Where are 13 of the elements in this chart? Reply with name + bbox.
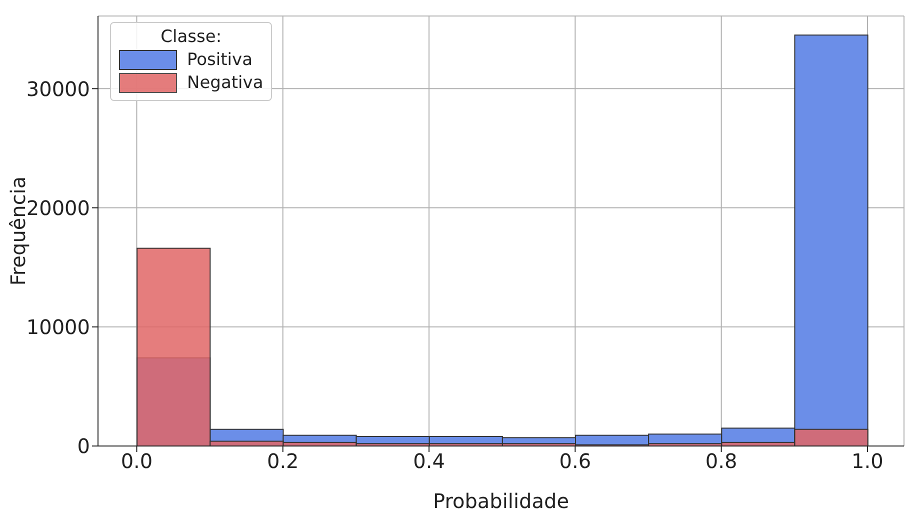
x-tick-label: 0.0 <box>120 449 153 474</box>
legend-title: Classe: <box>160 27 223 47</box>
x-axis-title: Probabilidade <box>433 489 569 513</box>
x-tick-label: 0.8 <box>705 449 738 474</box>
y-tick-label: 0 <box>77 434 90 458</box>
y-tick-label: 10000 <box>26 314 90 339</box>
x-tick-label: 0.2 <box>266 449 299 474</box>
legend-label: Negativa <box>187 73 264 93</box>
x-tick-label: 1.0 <box>852 449 884 474</box>
x-tick-label: 0.4 <box>413 449 445 474</box>
legend-label: Positiva <box>187 50 252 70</box>
y-tick-label: 30000 <box>26 76 90 101</box>
x-tick-label: 0.6 <box>559 449 592 474</box>
